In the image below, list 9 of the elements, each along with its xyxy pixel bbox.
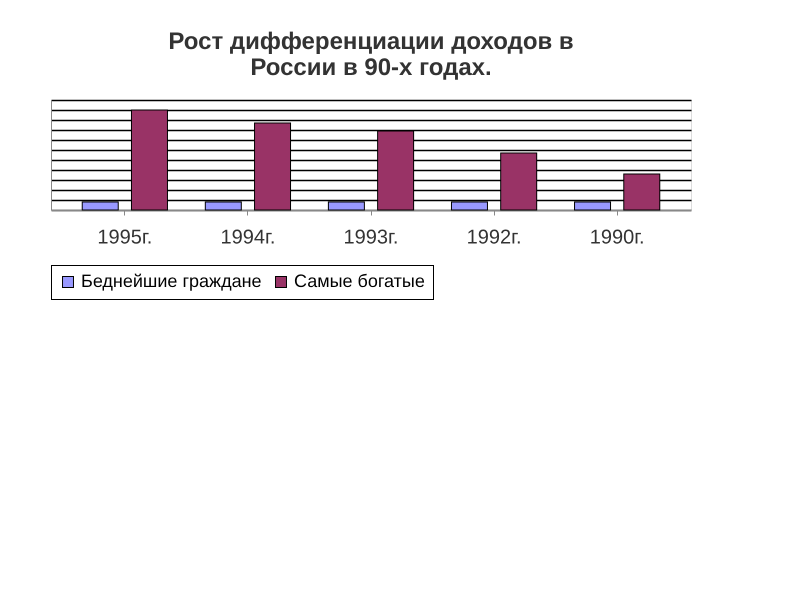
legend-label: Беднейшие граждане — [81, 271, 262, 291]
x-tick-label: 1992г. — [466, 226, 522, 248]
text: России в 90-х годах. — [250, 54, 492, 81]
x-tick-label: 1990г. — [590, 226, 645, 248]
x-tick-label: 1994г. — [220, 226, 276, 248]
x-tick-label: 1993г. — [344, 226, 398, 248]
legend-label: Самые богатые — [294, 271, 425, 291]
text: Рост дифференциации доходов в — [168, 28, 574, 55]
x-tick-label: 1995г. — [97, 226, 152, 248]
